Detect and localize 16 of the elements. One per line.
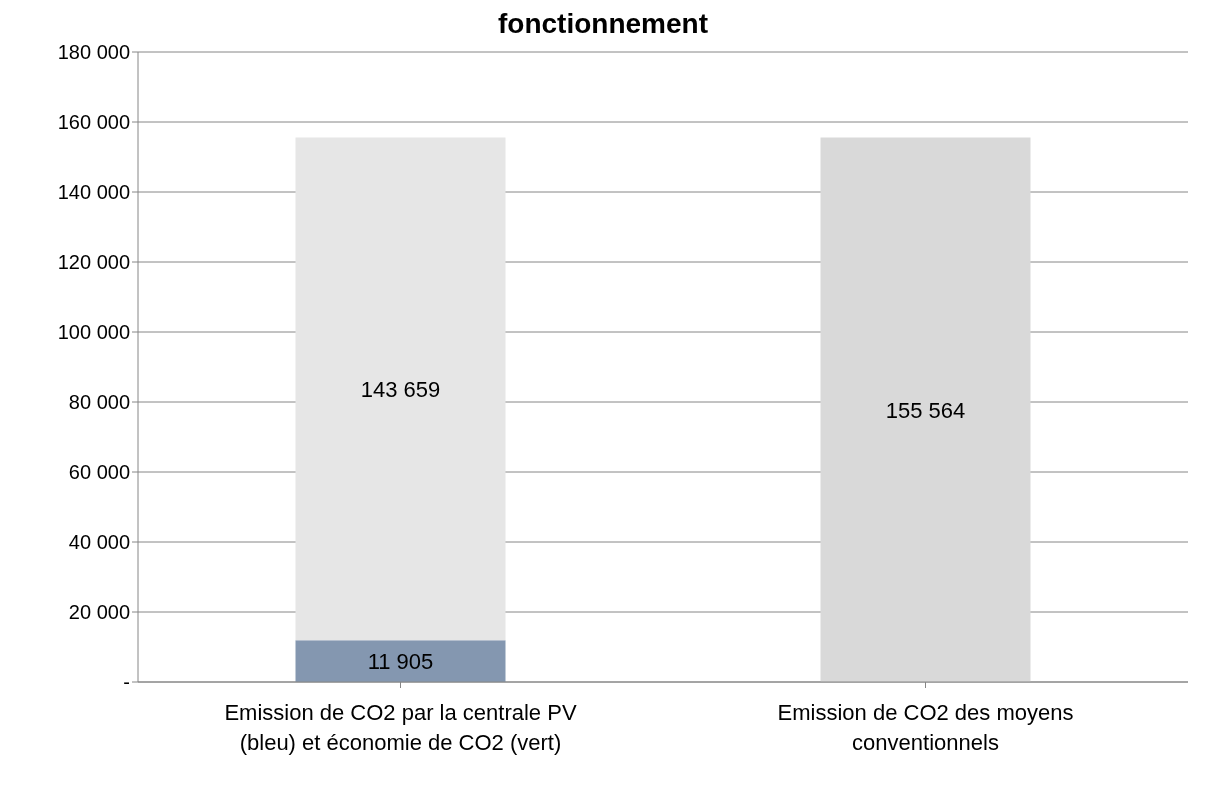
chart-title: fonctionnement — [497, 8, 709, 41]
y-tick-label: 120 000 — [57, 251, 130, 274]
data-label: 155 564 — [885, 397, 966, 423]
y-tick-label: 60 000 — [68, 461, 130, 484]
y-tick-label: 140 000 — [57, 181, 130, 204]
x-tick-label: Emission de CO2 des moyens conventionnels — [777, 700, 1074, 755]
y-tick-label: 160 000 — [57, 111, 130, 134]
y-tick-label: 80 000 — [68, 391, 130, 414]
y-tick-label: 100 000 — [57, 321, 130, 344]
data-label: 11 905 — [367, 648, 434, 674]
y-tick-label: 20 000 — [68, 601, 130, 624]
y-tick-label: 180 000 — [57, 41, 130, 64]
data-label: 143 659 — [360, 376, 441, 402]
x-tick-label: Emission de CO2 par la centrale PV (bleu) et économie de CO2 (vert) — [224, 700, 577, 755]
y-tick-label: - — [123, 671, 130, 694]
y-tick-label: 40 000 — [68, 531, 130, 554]
